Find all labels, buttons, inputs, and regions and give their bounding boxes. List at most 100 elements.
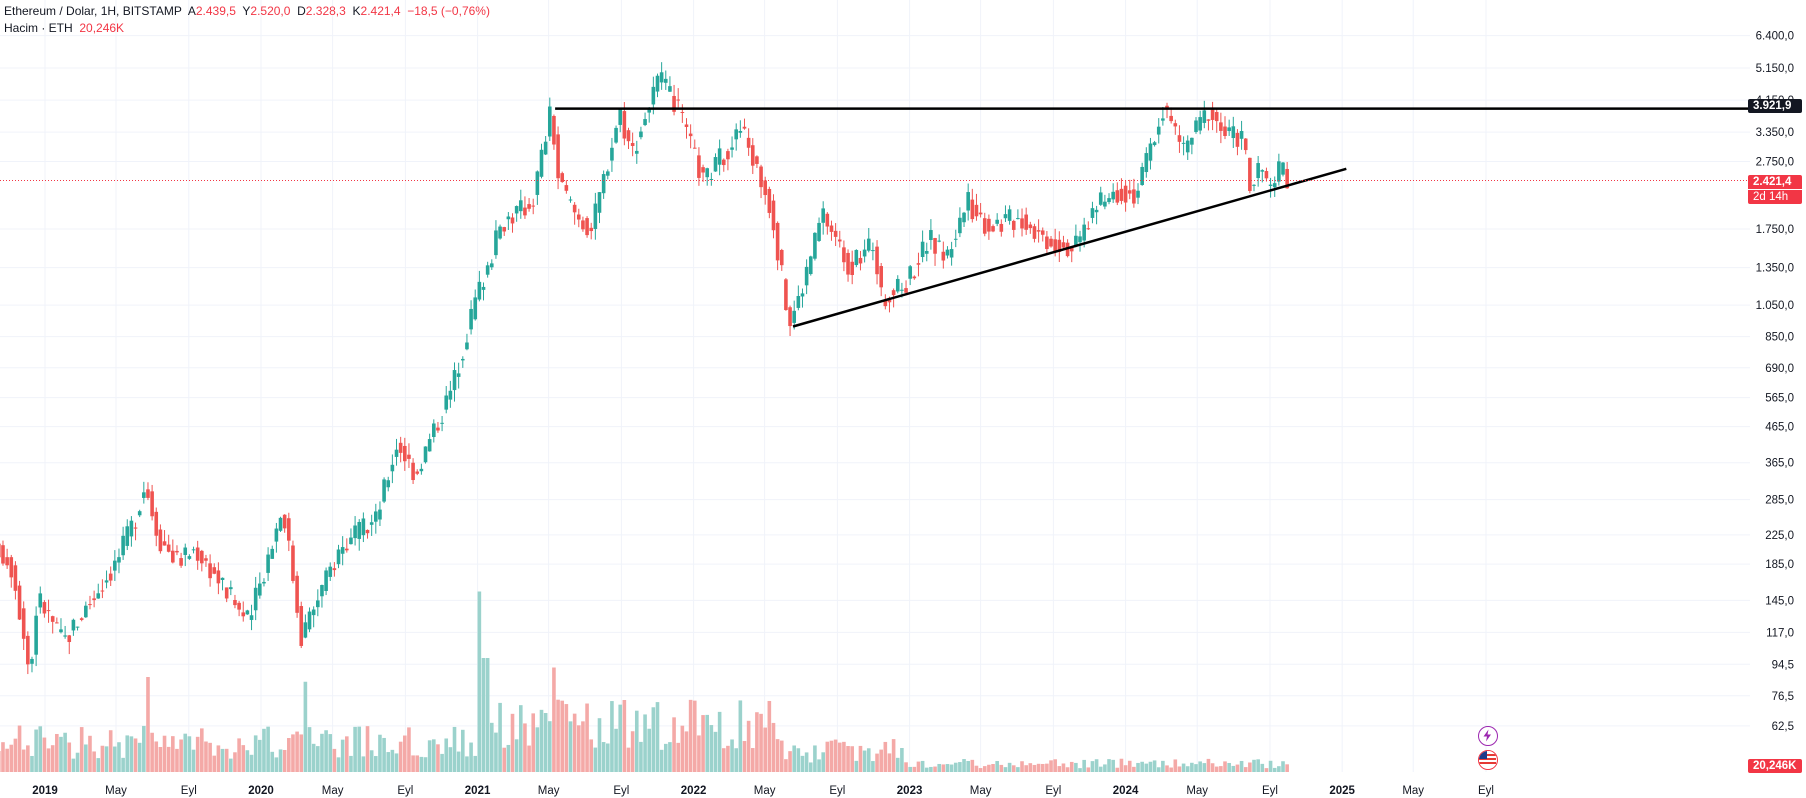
x-tick-label: Eyl	[397, 785, 413, 797]
volume-bar	[817, 759, 821, 772]
candle-body	[518, 200, 523, 212]
volume-bar	[30, 755, 34, 772]
volume-bar	[208, 742, 212, 772]
volume-bar	[916, 761, 921, 772]
volume-bar	[692, 700, 697, 772]
volume-bar	[630, 731, 635, 772]
volume-bar	[1260, 763, 1265, 772]
candle-body	[850, 261, 854, 275]
volume-bar	[498, 702, 502, 772]
candle-body	[560, 173, 565, 182]
volume-bar	[1206, 758, 1211, 772]
candle-body	[324, 570, 328, 591]
candle-body	[547, 106, 552, 137]
candle-body	[1256, 163, 1260, 179]
volume-bar	[456, 751, 461, 772]
volume-bar	[104, 746, 109, 772]
candle-body	[84, 605, 88, 618]
candle-body	[1214, 111, 1219, 122]
volume-bar	[287, 738, 291, 772]
volume-bar	[282, 749, 287, 772]
volume-bar	[539, 709, 544, 772]
volume-bar	[291, 734, 295, 772]
candle-body	[38, 593, 43, 608]
candle-body	[415, 471, 420, 474]
candle-body	[427, 439, 432, 452]
candle-body	[1049, 238, 1053, 247]
volume-bar	[804, 752, 809, 772]
volume-bar	[382, 737, 386, 772]
candle-body	[220, 577, 225, 580]
candle-body	[1260, 170, 1265, 172]
candle-body	[941, 251, 946, 261]
volume-bar	[92, 751, 96, 772]
candle-body	[349, 537, 353, 545]
candle-body	[705, 168, 710, 178]
volume-bar	[717, 711, 722, 772]
candle-body	[469, 308, 473, 330]
candle-body	[1057, 239, 1062, 252]
candle-body	[79, 618, 84, 620]
volume-bar	[432, 739, 436, 772]
us-flag-icon[interactable]	[1478, 750, 1498, 770]
candle-body	[398, 442, 403, 453]
candle-body	[800, 293, 805, 297]
candle-body	[1111, 191, 1115, 200]
volume-label[interactable]: Hacim · ETH	[4, 21, 73, 35]
candle-body	[262, 581, 266, 584]
x-tick-label: May	[1186, 785, 1208, 797]
candle-body	[1248, 157, 1252, 191]
volume-bar	[1181, 763, 1186, 772]
candle-body	[465, 342, 469, 350]
volume-bar	[274, 757, 279, 772]
symbol-title[interactable]: Ethereum / Dolar, 1H, BITSTAMP	[4, 4, 182, 18]
volume-bar	[1127, 760, 1132, 772]
volume-bar	[970, 759, 975, 772]
volume-bar	[564, 704, 569, 772]
candle-body	[970, 199, 975, 220]
candle-body	[813, 232, 817, 259]
candle-body	[738, 130, 743, 133]
candle-body	[191, 549, 196, 551]
volume-bar	[593, 747, 598, 772]
candle-body	[523, 207, 527, 216]
candle-body	[133, 527, 138, 529]
volume-bar	[38, 726, 43, 772]
candle-body	[982, 218, 987, 234]
candle-body	[1277, 161, 1281, 182]
lightning-icon[interactable]	[1478, 726, 1498, 746]
candle-body	[713, 157, 718, 172]
volume-bar	[846, 746, 850, 772]
volume-bar	[440, 753, 444, 772]
volume-bar	[684, 731, 689, 772]
candle-body	[13, 565, 18, 591]
candle-body	[241, 612, 246, 617]
candle-body	[1144, 153, 1149, 173]
volume-bar	[481, 658, 486, 772]
volume-bar	[883, 741, 888, 772]
volume-value: 20,246K	[79, 21, 125, 35]
volume-bar	[601, 742, 606, 772]
volume-bar	[1016, 767, 1020, 772]
volume-bar	[5, 748, 9, 772]
volume-bar	[411, 755, 415, 772]
candle-body	[672, 95, 676, 112]
volume-bar	[1252, 759, 1256, 772]
candle-body	[212, 567, 217, 574]
volume-bar	[26, 745, 30, 772]
volume-bar	[1, 742, 5, 772]
candle-body	[88, 604, 92, 606]
volume-bar	[195, 736, 200, 772]
volume-bar	[307, 727, 312, 772]
candle-body	[440, 422, 444, 424]
candle-body	[784, 279, 788, 311]
candle-body	[171, 550, 175, 563]
candle-body	[1272, 183, 1277, 188]
y-tick-label: 185,0	[1765, 559, 1794, 571]
candle-body	[721, 159, 726, 166]
volume-bar	[568, 721, 573, 772]
candle-body	[50, 616, 55, 622]
candle-body	[108, 573, 113, 581]
y-tick-label: 5.150,0	[1756, 63, 1794, 75]
